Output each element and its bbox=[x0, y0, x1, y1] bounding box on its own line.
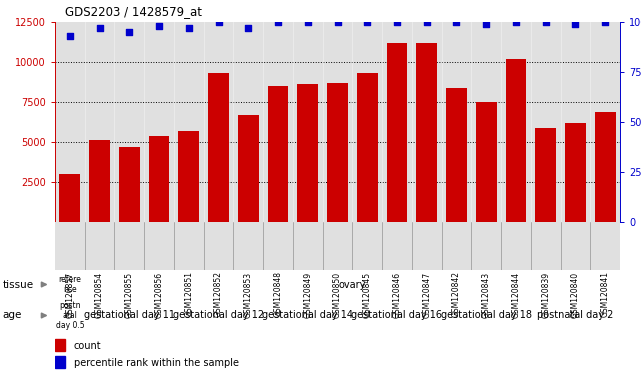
Text: tissue: tissue bbox=[3, 280, 34, 290]
Point bbox=[511, 19, 521, 25]
Bar bbox=[119, 147, 140, 222]
Point bbox=[303, 19, 313, 25]
Point bbox=[154, 23, 164, 29]
Bar bbox=[565, 123, 586, 222]
Bar bbox=[60, 174, 80, 222]
Bar bbox=[476, 102, 497, 222]
Point bbox=[481, 21, 491, 27]
Bar bbox=[55, 339, 65, 351]
Bar bbox=[238, 115, 259, 222]
Point bbox=[451, 19, 462, 25]
Bar bbox=[149, 136, 169, 222]
Bar bbox=[357, 73, 378, 222]
Bar bbox=[208, 73, 229, 222]
Bar bbox=[89, 141, 110, 222]
Text: gestational day 16: gestational day 16 bbox=[351, 311, 442, 321]
Point bbox=[333, 19, 343, 25]
Bar bbox=[506, 59, 526, 222]
Text: refere
nce: refere nce bbox=[58, 275, 81, 294]
Bar bbox=[387, 43, 408, 222]
Point bbox=[124, 29, 135, 35]
Text: postnatal day 2: postnatal day 2 bbox=[537, 311, 613, 321]
Bar bbox=[416, 43, 437, 222]
Point bbox=[540, 19, 551, 25]
Bar bbox=[327, 83, 348, 222]
Text: gestational day 11: gestational day 11 bbox=[84, 311, 175, 321]
Bar bbox=[178, 131, 199, 222]
Bar bbox=[446, 88, 467, 222]
Point bbox=[392, 19, 402, 25]
Point bbox=[184, 25, 194, 31]
Point bbox=[243, 25, 253, 31]
Text: age: age bbox=[3, 311, 22, 321]
Bar bbox=[268, 86, 288, 222]
Bar bbox=[535, 127, 556, 222]
Point bbox=[362, 19, 372, 25]
Point bbox=[422, 19, 432, 25]
Text: percentile rank within the sample: percentile rank within the sample bbox=[74, 358, 238, 367]
Text: postn
atal
day 0.5: postn atal day 0.5 bbox=[56, 301, 84, 330]
Point bbox=[94, 25, 104, 31]
Text: gestational day 12: gestational day 12 bbox=[173, 311, 264, 321]
Text: GDS2203 / 1428579_at: GDS2203 / 1428579_at bbox=[65, 5, 202, 18]
Bar bbox=[297, 84, 318, 222]
Point bbox=[600, 19, 610, 25]
Point bbox=[570, 21, 581, 27]
Text: count: count bbox=[74, 341, 101, 351]
Text: gestational day 18: gestational day 18 bbox=[440, 311, 531, 321]
Bar bbox=[55, 356, 65, 368]
Text: gestational day 14: gestational day 14 bbox=[262, 311, 353, 321]
Point bbox=[273, 19, 283, 25]
Bar bbox=[595, 112, 615, 222]
Text: ovary: ovary bbox=[338, 280, 366, 290]
Point bbox=[213, 19, 224, 25]
Point bbox=[65, 33, 75, 39]
